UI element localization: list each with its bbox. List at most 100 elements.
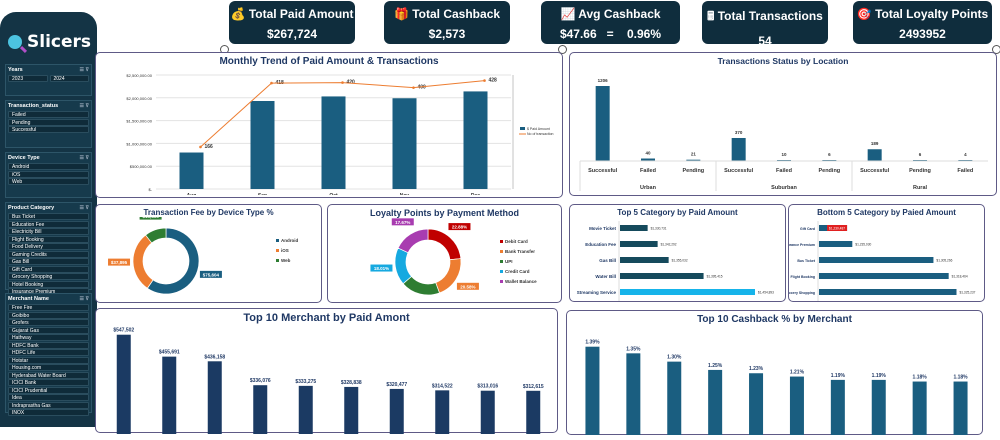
slicer-item[interactable]: Web	[8, 178, 89, 185]
chart-title: Loyalty Points by Payment Method	[369, 208, 520, 218]
slicer-item[interactable]: Bus Ticket	[8, 213, 89, 220]
data-label: 1.19%	[831, 373, 846, 379]
slicer-item[interactable]: Grocery Shopping	[8, 273, 89, 280]
slicer-item[interactable]: HDFC Life	[8, 349, 89, 356]
bottom5-category-chart: Bottom 5 Category by Paied Amount Gift Ca…	[783, 204, 985, 302]
resize-handle[interactable]	[558, 45, 567, 54]
clear-filter-icon[interactable]: ☰ ⊽	[79, 296, 89, 302]
bar	[620, 257, 669, 263]
category-label: Streaming Service	[577, 290, 617, 295]
slicer-item[interactable]: Food Delivery	[8, 243, 89, 250]
bar	[620, 241, 658, 247]
bar	[435, 390, 450, 436]
slicer-item[interactable]: Education Fee	[8, 220, 89, 228]
data-label: 1.25%	[708, 363, 723, 369]
data-label: $313,016	[477, 384, 498, 390]
slicer-item[interactable]: ICICI Bank	[8, 379, 89, 386]
bar	[819, 257, 934, 263]
x-tick-label: Failed	[640, 168, 656, 174]
slicer-item[interactable]: Idea	[8, 394, 89, 401]
legend-label: $ Paid Amount	[527, 127, 550, 131]
slicer-header: Product Category ☰ ⊽	[8, 205, 89, 211]
legend-label: iOS	[281, 248, 289, 253]
data-label: 1.18%	[913, 375, 928, 381]
kpi-card: 🎯 Total Loyalty Points 2493952	[853, 1, 992, 44]
data-label: 17.67%	[395, 220, 410, 225]
slicer-item[interactable]: Housing.com	[8, 364, 89, 371]
data-label: $328,838	[341, 380, 362, 386]
bar	[749, 373, 764, 437]
slicer-item[interactable]: Flight Booking	[8, 235, 89, 243]
slicer-item[interactable]: 2024	[49, 75, 89, 82]
slicer-item[interactable]: Electricity Bill	[8, 228, 89, 235]
data-label-box	[199, 270, 222, 278]
group-label: Urban	[640, 185, 657, 191]
clear-filter-icon[interactable]: ☰ ⊽	[79, 103, 89, 109]
slicer-item[interactable]: Goibibo	[8, 311, 89, 319]
clear-filter-icon[interactable]: ☰ ⊽	[79, 155, 89, 161]
data-label: 10	[781, 152, 787, 157]
kpi-value: $47.66 = 0.96%	[559, 27, 662, 41]
slicer-item[interactable]: Gift Card	[8, 265, 89, 273]
slicer-item[interactable]: Hyderabad Water Board	[8, 371, 89, 379]
donut-slice	[397, 228, 429, 254]
clear-filter-icon[interactable]: ☰ ⊽	[79, 67, 89, 73]
slicer-item[interactable]: Android	[8, 163, 89, 170]
y-tick-label: $1,500,000.00	[126, 119, 152, 124]
slicer-item[interactable]: Indraprastha Gas	[8, 401, 89, 409]
x-tick-label: Oct	[329, 193, 338, 195]
x-tick-label: Aug	[187, 193, 197, 195]
slicer-item[interactable]: INOX	[8, 409, 89, 416]
data-label: $37,895	[111, 260, 128, 265]
legend-swatch	[276, 259, 279, 262]
bar	[620, 225, 648, 231]
data-label: $1,330,731	[651, 227, 667, 231]
donut-slice	[132, 234, 154, 289]
slicer-item[interactable]: iOS	[8, 170, 89, 178]
data-label-box	[391, 218, 414, 226]
slicer-item[interactable]: Gas Bill	[8, 258, 89, 265]
slicer-product-category: Product Category ☰ ⊽ Bus Ticket Education F…	[5, 202, 92, 295]
slicer-item[interactable]: Free Fire	[8, 304, 89, 311]
slicer-item[interactable]: Hotel Booking	[8, 280, 89, 288]
bar	[686, 159, 701, 161]
bar	[392, 98, 417, 189]
data-label: 370	[735, 130, 743, 135]
data-label: $333,275	[295, 379, 316, 385]
data-label-box	[370, 264, 393, 272]
slicer-item[interactable]: Gujarat Gas	[8, 326, 89, 334]
data-label: $320,477	[386, 382, 407, 388]
bar	[620, 289, 755, 295]
slicer-item[interactable]: Hotstar	[8, 356, 89, 364]
slicer-item[interactable]: Pending	[8, 118, 89, 126]
category-label: Grocery Shopping	[789, 291, 815, 295]
legend-swatch	[276, 239, 279, 242]
data-label: $436,158	[204, 354, 225, 360]
slicer-item[interactable]: ICICI Prudential	[8, 386, 89, 394]
slicer-item[interactable]: HDFC Bank	[8, 341, 89, 349]
chart-title: Transactions Status by Location	[717, 56, 849, 66]
data-label: 1.21%	[790, 370, 805, 376]
data-label: $1,318,464	[952, 275, 968, 279]
category-label: Movie Ticket	[589, 226, 616, 231]
data-label: 1.35%	[626, 346, 641, 352]
data-label: 189	[871, 141, 879, 146]
slicer-item[interactable]: Hathway	[8, 334, 89, 341]
slicer-item[interactable]: Gaming Credits	[8, 250, 89, 258]
category-label: Education Fee	[585, 242, 616, 247]
data-label: 21	[691, 152, 697, 157]
slicer-item[interactable]: Successful	[8, 126, 89, 133]
chart-title: Transaction Fee by Device Type %	[143, 208, 274, 217]
slicer-item[interactable]: 2023	[8, 75, 48, 82]
slicer-item[interactable]: Failed	[8, 111, 89, 118]
slicer-item[interactable]: Grofers	[8, 319, 89, 326]
clear-filter-icon[interactable]: ☰ ⊽	[79, 205, 89, 211]
y-tick-label: $1,000,000.00	[126, 141, 152, 146]
line-marker	[341, 81, 344, 84]
monthly-trend-chart: Monthly Trend of Paid Amount & Transacti…	[95, 52, 563, 199]
legend-label: Android	[281, 238, 298, 243]
line-marker	[270, 81, 273, 85]
legend-label: Wallet Balance	[505, 279, 537, 284]
bar	[953, 381, 968, 437]
bar	[708, 369, 723, 437]
